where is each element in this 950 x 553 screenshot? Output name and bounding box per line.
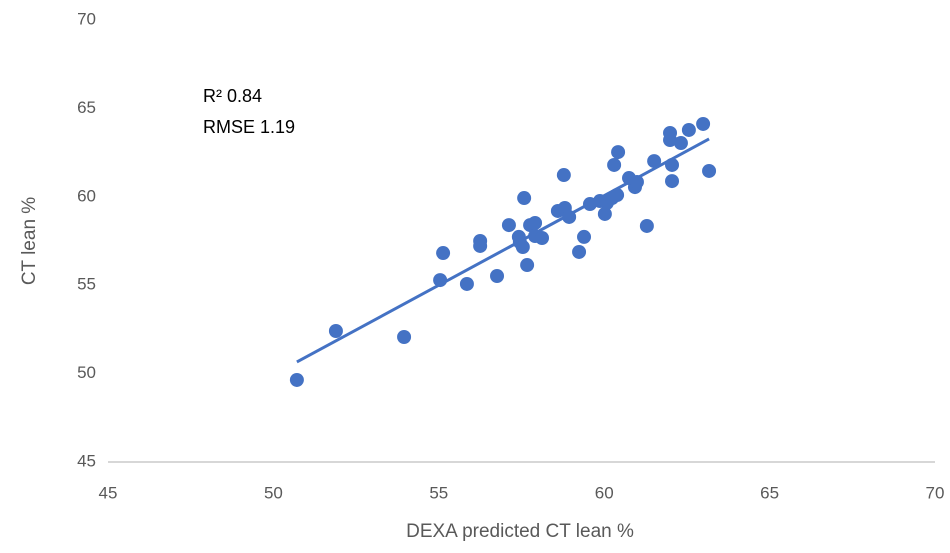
point: [459, 276, 474, 291]
x-tick-label: 65: [760, 483, 779, 502]
point: [639, 218, 654, 233]
y-tick-label: 50: [77, 363, 96, 382]
point: [433, 273, 448, 288]
point: [535, 230, 550, 245]
y-tick-label: 65: [77, 98, 96, 117]
point: [397, 330, 412, 345]
point: [629, 174, 644, 189]
trendline: [296, 137, 710, 364]
point: [607, 157, 622, 172]
point: [665, 157, 680, 172]
point: [562, 209, 577, 224]
y-tick-label: 60: [77, 186, 96, 205]
point: [328, 323, 343, 338]
y-tick-label: 45: [77, 451, 96, 470]
x-tick-label: 70: [926, 483, 945, 502]
x-tick-label: 50: [264, 483, 283, 502]
point: [663, 125, 678, 140]
annotation: R² 0.84: [203, 86, 262, 106]
point: [528, 215, 543, 230]
point: [515, 240, 530, 255]
x-tick-label: 60: [595, 483, 614, 502]
point: [473, 238, 488, 253]
y-axis-label: CT lean %: [19, 197, 40, 285]
y-tick-label: 55: [77, 275, 96, 294]
point: [696, 116, 711, 131]
point: [556, 168, 571, 183]
x-axis-label: DEXA predicted CT lean %: [406, 521, 634, 542]
point: [520, 258, 535, 273]
point: [597, 206, 612, 221]
point: [647, 154, 662, 169]
point: [501, 218, 516, 233]
point: [572, 244, 587, 259]
x-tick-label: 45: [99, 483, 118, 502]
point: [577, 229, 592, 244]
point: [702, 163, 717, 178]
point: [517, 191, 532, 206]
point: [681, 122, 696, 137]
x-tick-label: 55: [429, 483, 448, 502]
point: [436, 246, 451, 261]
point: [289, 372, 304, 387]
annotation: RMSE 1.19: [203, 117, 295, 137]
point: [665, 174, 680, 189]
point: [611, 145, 626, 160]
point: [673, 136, 688, 151]
point: [610, 188, 625, 203]
y-tick-label: 70: [77, 9, 96, 28]
point: [490, 269, 505, 284]
